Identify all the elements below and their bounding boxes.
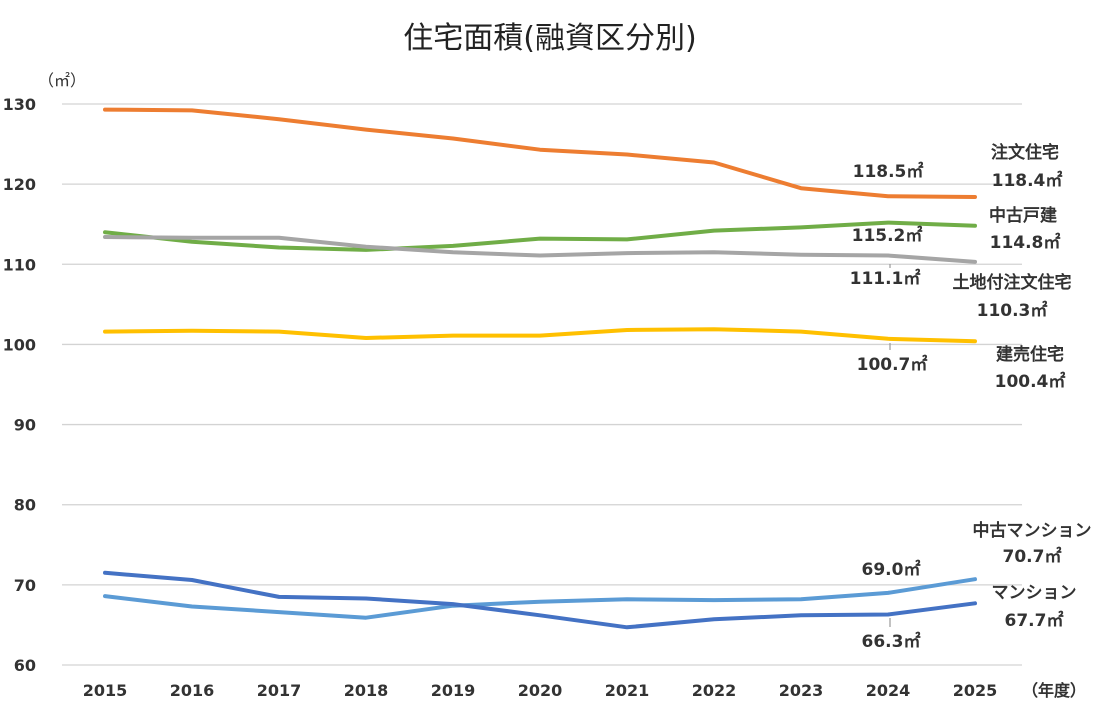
- y-tick-label-110: 110: [3, 255, 36, 274]
- series-line-5: [103, 577, 977, 620]
- series-lines: [103, 107, 977, 630]
- end-value-label-6: 67.7㎡: [1005, 610, 1064, 631]
- y-tick-label-130: 130: [3, 95, 36, 114]
- point-value-label-6: 66.3㎡: [862, 631, 921, 652]
- y-tick-label-90: 90: [14, 416, 36, 435]
- end-value-label-2: 114.8㎡: [990, 232, 1061, 253]
- series-line-3: [103, 235, 977, 264]
- series-name-label-2: 中古戸建: [989, 205, 1057, 226]
- y-tick-label-60: 60: [14, 656, 36, 675]
- x-tick-label-2023: 2023: [779, 681, 824, 700]
- y-axis-ticks: 60 70 80 90 100 110 120 130: [3, 95, 36, 675]
- end-value-label-3: 110.3㎡: [977, 300, 1048, 321]
- x-tick-label-2016: 2016: [170, 681, 215, 700]
- series-name-label-3: 土地付注文住宅: [953, 272, 1072, 293]
- series-line-4: [103, 327, 977, 344]
- y-tick-label-80: 80: [14, 496, 36, 515]
- x-tick-label-2024: 2024: [866, 681, 911, 700]
- series-name-label-6: マンション: [992, 583, 1077, 603]
- x-tick-label-2020: 2020: [518, 681, 563, 700]
- end-value-label-4: 100.4㎡: [995, 371, 1066, 392]
- x-unit-label: （年度）: [1022, 681, 1086, 700]
- series-name-label-5: 中古マンション: [973, 520, 1092, 541]
- x-tick-label-2021: 2021: [605, 681, 650, 700]
- x-tick-label-2017: 2017: [257, 681, 302, 700]
- series-name-label-4: 建売住宅: [996, 344, 1064, 365]
- point-value-label-3: 111.1㎡: [850, 268, 921, 289]
- series-line-1: [103, 107, 977, 199]
- point-value-label-4: 100.7㎡: [857, 354, 928, 375]
- y-tick-label-100: 100: [3, 335, 36, 354]
- series-line-6: [103, 570, 977, 630]
- x-axis-ticks: 2015 2016 2017 2018 2019 2020 2021 2022 2023 2024…: [83, 681, 998, 700]
- chart-title: 住宅面積(融資区分別): [403, 21, 696, 56]
- x-tick-label-2015: 2015: [83, 681, 128, 700]
- y-unit-label: （㎡）: [38, 71, 86, 90]
- series-name-label-1: 注文住宅: [991, 142, 1059, 163]
- x-tick-label-2018: 2018: [344, 681, 389, 700]
- y-tick-label-70: 70: [14, 576, 36, 595]
- end-value-label-1: 118.4㎡: [992, 170, 1063, 191]
- x-tick-label-2019: 2019: [431, 681, 476, 700]
- point-value-label-2: 115.2㎡: [852, 225, 923, 246]
- point-value-label-1: 118.5㎡: [853, 161, 924, 182]
- x-tick-label-2025: 2025: [953, 681, 998, 700]
- end-value-label-5: 70.7㎡: [1003, 546, 1062, 567]
- series-line-2: [103, 220, 977, 252]
- x-tick-label-2022: 2022: [692, 681, 737, 700]
- y-tick-label-120: 120: [3, 175, 36, 194]
- point-value-label-5: 69.0㎡: [862, 559, 921, 580]
